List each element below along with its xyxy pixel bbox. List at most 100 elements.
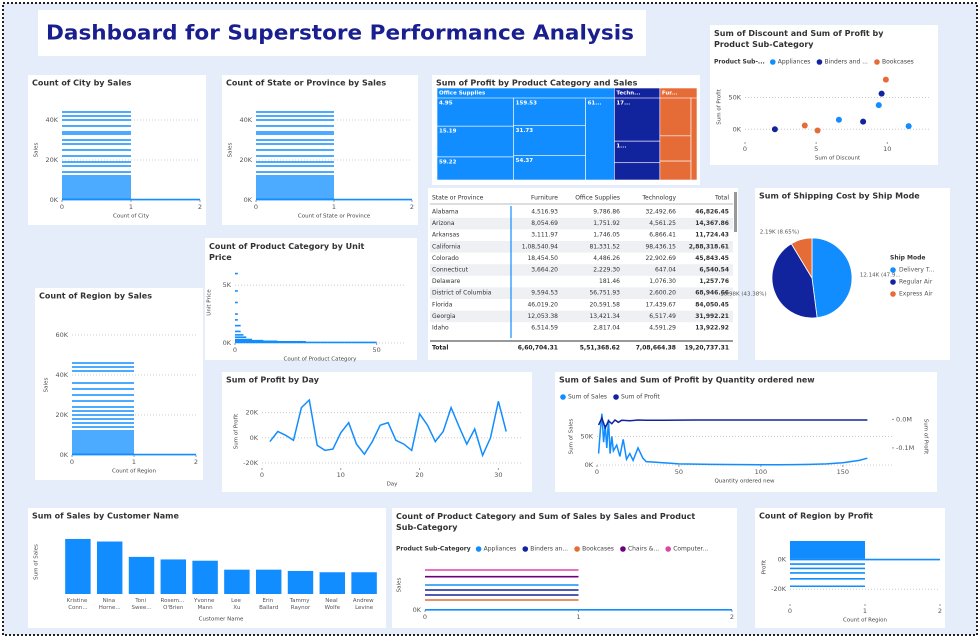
table-cell: District of Columbia bbox=[432, 290, 492, 297]
y-tick-label: 0K bbox=[778, 556, 787, 564]
legend-marker bbox=[890, 279, 896, 285]
panel-title: Sum of Sales and Sum of Profit by Quanti… bbox=[559, 376, 815, 385]
legend-marker bbox=[890, 267, 896, 273]
text-line: Levine bbox=[355, 605, 374, 611]
y-tick-label: 0K bbox=[733, 125, 742, 133]
point bbox=[814, 127, 821, 134]
tree-cell bbox=[585, 97, 615, 181]
text-line: Toni bbox=[134, 598, 148, 604]
table-cell: Connecticut bbox=[432, 267, 469, 274]
text-line: Mann bbox=[198, 605, 214, 611]
y-tick-label: 20K bbox=[245, 409, 258, 417]
table-cell: 4,561.25 bbox=[649, 220, 676, 227]
x-axis-label: Count of City bbox=[113, 214, 150, 220]
legend-label: Sum of Sales bbox=[568, 394, 607, 401]
column-header: State or Province bbox=[432, 195, 484, 202]
text-line: Erin bbox=[262, 598, 275, 604]
row-band bbox=[430, 264, 733, 276]
tree-cell bbox=[614, 162, 661, 181]
panel-title: Sum of Profit by Day bbox=[226, 376, 320, 385]
point bbox=[875, 102, 882, 109]
x-tick-label: Yvonne Mann bbox=[193, 598, 216, 611]
panel bbox=[555, 372, 937, 492]
table-cell: 6,866.41 bbox=[649, 232, 676, 239]
legend-marker bbox=[613, 394, 619, 400]
y-axis-label: Sum of Sales bbox=[569, 418, 575, 454]
text-line: Neal bbox=[325, 598, 339, 604]
text-line: Swee... bbox=[131, 605, 151, 611]
table-cell: Florida bbox=[432, 301, 453, 308]
total-cell: 6,60,704.31 bbox=[518, 345, 558, 352]
table-cell: 1,08,540.94 bbox=[522, 243, 558, 250]
table-cell: 11,724.43 bbox=[695, 232, 729, 239]
x-tick-label: Neal Wolfe bbox=[325, 598, 341, 611]
x-tick-label: Kristine Conn... bbox=[67, 598, 90, 611]
y-axis-label: Profit bbox=[762, 559, 768, 574]
x-tick-label: 1 bbox=[129, 203, 133, 211]
text-line: Sub-Category bbox=[396, 523, 458, 532]
table-cell: 9,786.86 bbox=[593, 209, 620, 216]
table-cell: 6,514.59 bbox=[531, 325, 558, 332]
legend-label: Appliances bbox=[484, 546, 517, 553]
x-tick-label: 0 bbox=[788, 607, 792, 615]
x-axis-label: Count of Region bbox=[843, 618, 887, 624]
scrollbar bbox=[734, 192, 737, 232]
dashboard-title: Dashboard for Superstore Performance Ana… bbox=[46, 21, 634, 45]
legend-label: Computer... bbox=[673, 546, 708, 553]
point bbox=[835, 116, 842, 123]
table-cell: 8,054.69 bbox=[531, 220, 558, 227]
y-axis-label: Sales bbox=[228, 143, 234, 158]
pie-slice bbox=[811, 237, 853, 319]
x-tick-label: Lee Xu bbox=[231, 598, 242, 611]
table-cell: 98,436.15 bbox=[645, 243, 676, 250]
cell-label: 54.37 bbox=[516, 158, 534, 164]
y-tick-label: 40K bbox=[45, 116, 58, 124]
x-tick-label: Toni Swee... bbox=[131, 598, 151, 611]
x-tick-label: 0 bbox=[70, 458, 74, 466]
x-axis-label: Customer Name bbox=[199, 617, 244, 623]
table-cell: Arkansas bbox=[432, 232, 459, 239]
y-axis-label: Sales bbox=[44, 378, 50, 393]
table-cell: 46,019.20 bbox=[527, 301, 558, 308]
y-tick-label: 0K bbox=[60, 451, 69, 459]
tree-cell bbox=[659, 160, 692, 181]
bar bbox=[192, 560, 218, 594]
tree-cell bbox=[659, 135, 692, 162]
column-header: Office Supplies bbox=[575, 195, 620, 202]
tree-cell bbox=[436, 97, 514, 127]
pie-slice bbox=[771, 243, 818, 319]
y-axis-label: Sales bbox=[397, 578, 403, 593]
table-cell: 3,664.20 bbox=[531, 267, 558, 274]
table-cell: 1,076.30 bbox=[649, 278, 676, 285]
panel-title: Sum of Profit by Product Category and Sa… bbox=[436, 79, 638, 88]
legend-marker bbox=[560, 394, 566, 400]
table-cell: 32,492.66 bbox=[645, 209, 676, 216]
text-line: Yvonne bbox=[193, 598, 216, 604]
table-cell: Georgia bbox=[432, 313, 456, 320]
table-cell: 13,421.34 bbox=[589, 313, 620, 320]
point bbox=[860, 118, 867, 125]
bar bbox=[319, 572, 346, 594]
table-cell: 84,050.45 bbox=[695, 301, 729, 308]
text-line: Lee bbox=[231, 598, 242, 604]
table-cell: 56,751.93 bbox=[589, 290, 620, 297]
x-tick-label: 0 bbox=[743, 145, 747, 153]
y2-axis-label: Sum of Profit bbox=[923, 419, 929, 455]
panel-title: Count of Region by Sales bbox=[39, 292, 152, 301]
tree-cell bbox=[513, 155, 586, 181]
y-tick-label: 0K bbox=[250, 434, 259, 442]
y-tick-label: 20K bbox=[55, 411, 68, 419]
text-line: Price bbox=[209, 253, 232, 262]
table-cell: 17,439.67 bbox=[645, 301, 676, 308]
tree-cell bbox=[690, 97, 698, 181]
line bbox=[597, 415, 868, 430]
y-tick-label: 40K bbox=[55, 371, 68, 379]
table-cell: Delaware bbox=[432, 278, 461, 285]
legend-marker bbox=[769, 59, 776, 65]
tree-cell bbox=[513, 125, 586, 156]
table-cell: 6,540.54 bbox=[699, 267, 729, 274]
x-tick-label: Rosem... O'Brien bbox=[161, 598, 187, 611]
table-cell: 81,331.52 bbox=[589, 243, 620, 250]
text-line: Nina bbox=[103, 598, 117, 604]
panel bbox=[710, 25, 938, 165]
